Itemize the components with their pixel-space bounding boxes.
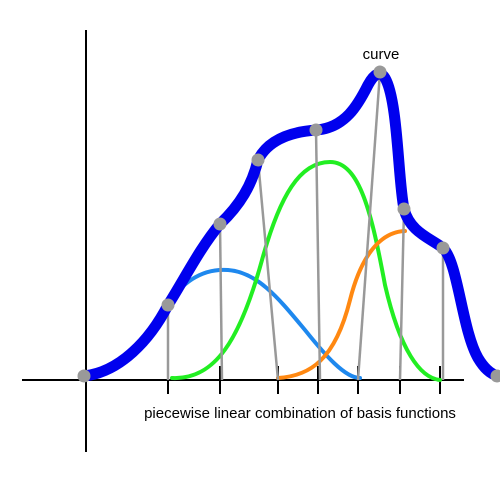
control-point: [77, 369, 91, 383]
control-line: [218, 223, 224, 381]
curve: [78, 68, 500, 382]
control-point: [373, 65, 387, 79]
control-point: [251, 153, 265, 167]
control-point: [309, 123, 323, 137]
control-line: [356, 71, 382, 381]
control-points: [77, 65, 500, 383]
basis-function-blue: [166, 267, 362, 380]
caption: piecewise linear combination of basis fu…: [144, 405, 456, 422]
basis-function-orange: [276, 229, 407, 380]
control-point: [161, 298, 175, 312]
control-point: [436, 241, 450, 255]
control-line: [398, 208, 406, 381]
control-point: [397, 202, 411, 216]
control-point: [213, 217, 227, 231]
control-point: [490, 369, 500, 383]
basis-function-green: [170, 159, 442, 382]
curve-label: curve: [363, 46, 400, 63]
control-lines: [166, 71, 445, 381]
control-line: [256, 159, 280, 381]
control-line: [314, 129, 322, 381]
